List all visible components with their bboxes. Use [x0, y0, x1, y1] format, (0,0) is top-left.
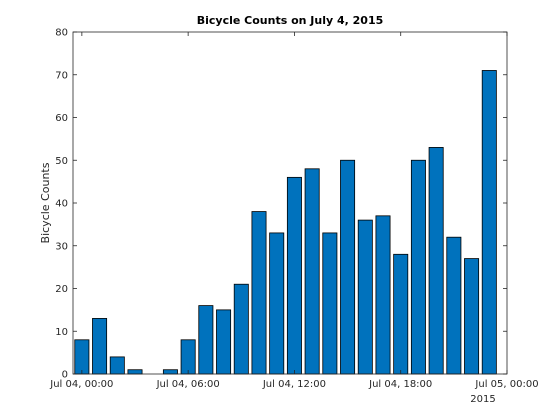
bar-14:00 [322, 232, 338, 375]
bar-23:00 [481, 70, 497, 375]
y-axis-label: Bicycle Counts [39, 162, 52, 243]
bar-10:00 [251, 211, 267, 375]
bar-22:00 [464, 258, 480, 375]
bar-13:00 [304, 168, 320, 375]
x-tick-label: Jul 04, 12:00 [262, 379, 326, 390]
y-tick-label: 60 [55, 113, 68, 124]
bar-21:00 [446, 236, 462, 375]
y-tick-label: 20 [55, 284, 68, 295]
x-tick-label: Jul 05, 00:00 [474, 379, 538, 390]
y-tick-label: 50 [55, 156, 68, 167]
bar-05:00 [162, 369, 178, 375]
bar-00:00 [74, 339, 90, 375]
bar-06:00 [180, 339, 196, 375]
bar-17:00 [375, 215, 391, 375]
y-tick-label: 80 [55, 28, 68, 39]
bar-20:00 [428, 147, 444, 375]
chart-title: Bicycle Counts on July 4, 2015 [197, 14, 384, 27]
y-tick-label: 0 [62, 370, 68, 381]
bar-11:00 [269, 232, 285, 375]
bar-01:00 [92, 318, 108, 375]
bar-07:00 [198, 305, 214, 375]
x-axis-year-label: 2015 [470, 394, 495, 405]
y-tick-label: 70 [55, 70, 68, 81]
y-tick-label: 40 [55, 199, 68, 210]
bar-09:00 [233, 283, 249, 375]
bar-19:00 [410, 159, 426, 375]
y-tick-label: 10 [55, 327, 68, 338]
x-tick-label: Jul 04, 18:00 [368, 379, 432, 390]
bar-15:00 [340, 159, 356, 375]
bar-03:00 [127, 369, 143, 375]
bar-18:00 [393, 253, 409, 375]
y-axis-ticks: 0 10 20 30 40 50 60 70 80 [55, 28, 507, 381]
y-tick-label: 30 [55, 241, 68, 252]
axes-box [72, 31, 508, 375]
bar-16:00 [357, 219, 373, 375]
bar-12:00 [286, 176, 302, 375]
x-tick-label: Jul 04, 06:00 [156, 379, 220, 390]
bars-group [74, 70, 497, 375]
bar-02:00 [109, 356, 125, 375]
x-tick-label: Jul 04, 00:00 [49, 379, 113, 390]
bar-08:00 [216, 309, 232, 375]
